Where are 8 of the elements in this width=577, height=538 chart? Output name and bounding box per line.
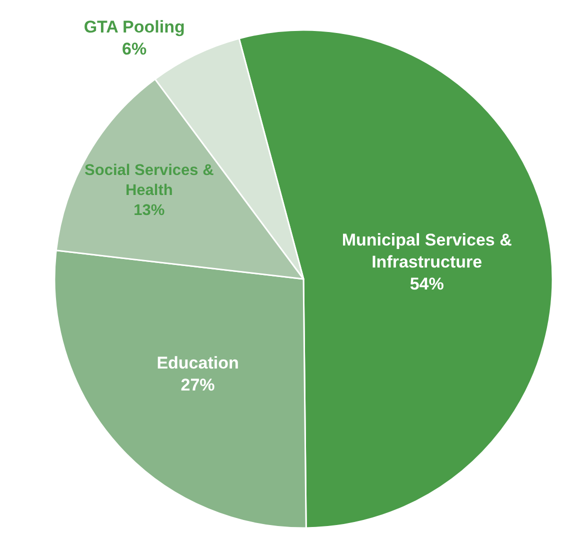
data-label: 6% (122, 40, 147, 59)
data-label: 27% (180, 376, 215, 395)
data-label: 13% (134, 202, 165, 220)
slice-label: GTA Pooling (84, 18, 185, 37)
slice-label: Social Services & Health (84, 162, 214, 199)
data-label: 54% (410, 274, 444, 294)
slice-label: Education (156, 354, 239, 373)
slice-label: Municipal Services & Infrastructure (342, 230, 512, 272)
